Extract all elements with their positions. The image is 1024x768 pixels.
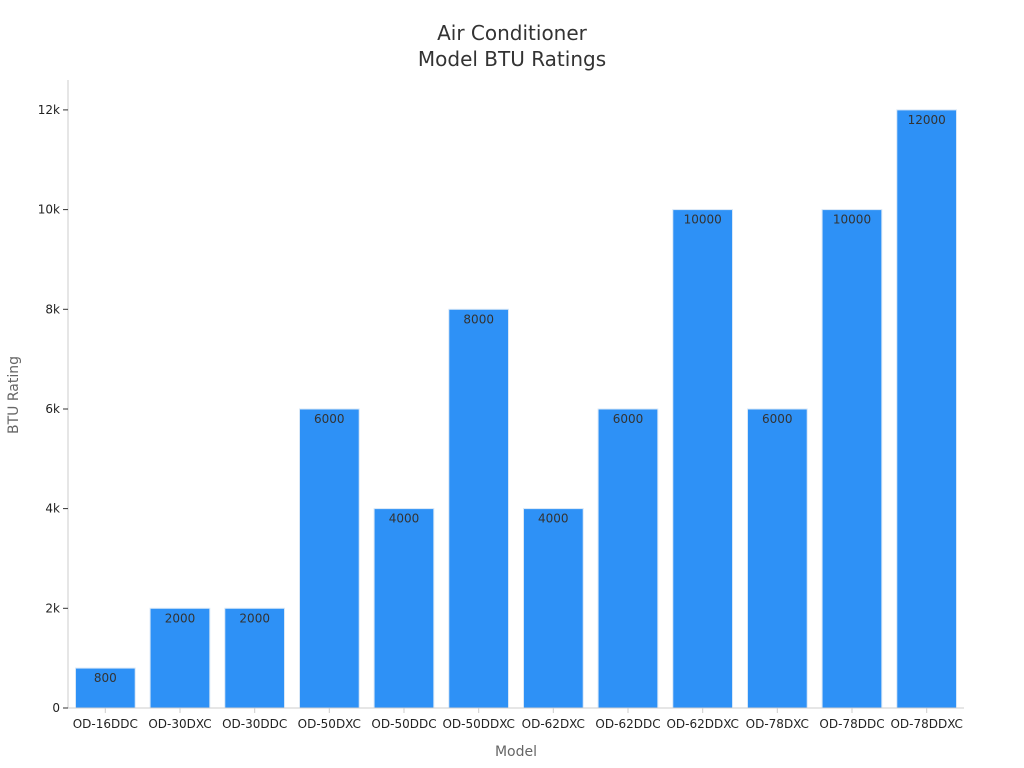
data-label: 6000	[613, 412, 644, 426]
y-tick-label: 2k	[45, 601, 60, 615]
chart-title-line-2: Model BTU Ratings	[418, 47, 606, 71]
bar-od-50dxc	[299, 408, 360, 709]
bars-group: 800 2000 2000 6000 4000 8000 4000 6000 10000 6000…	[75, 109, 957, 709]
bar-od-30ddc	[224, 607, 286, 709]
x-tick-label: OD-50DDXC	[442, 717, 515, 731]
x-tick-label: OD-62DDC	[595, 717, 660, 731]
chart-title-line-1: Air Conditioner	[437, 21, 588, 45]
y-axis: 0 2k 4k 6k 8k 10k 12k	[38, 80, 69, 715]
y-tick-label: 12k	[38, 103, 60, 117]
data-label: 4000	[538, 512, 569, 526]
y-tick-label: 6k	[45, 402, 60, 416]
data-label: 800	[94, 671, 117, 685]
data-label: 10000	[833, 213, 871, 227]
x-tick-label: OD-78DXC	[746, 717, 809, 731]
x-tick-label: OD-78DDC	[819, 717, 884, 731]
x-tick-label: OD-50DDC	[371, 717, 436, 731]
bar-od-78dxc	[747, 408, 808, 709]
x-tick-label: OD-78DDXC	[890, 717, 963, 731]
data-label: 12000	[908, 113, 946, 127]
x-tick-label: OD-30DXC	[148, 717, 211, 731]
y-tick-label: 0	[52, 701, 60, 715]
data-label: 6000	[314, 412, 345, 426]
bar-od-16ddc	[75, 667, 136, 709]
bar-od-50ddxc	[448, 308, 509, 709]
x-tick-label: OD-62DDXC	[666, 717, 739, 731]
data-label: 6000	[762, 412, 793, 426]
data-label: 8000	[463, 312, 494, 326]
data-label: 2000	[165, 611, 196, 625]
y-tick-label: 4k	[45, 502, 60, 516]
x-tick-label: OD-16DDC	[73, 717, 138, 731]
data-label: 2000	[239, 611, 270, 625]
bar-od-78ddc	[821, 209, 883, 709]
data-label: 10000	[684, 213, 722, 227]
x-tick-label: OD-50DXC	[298, 717, 361, 731]
x-tick-label: OD-62DXC	[522, 717, 585, 731]
bar-od-50ddc	[373, 508, 435, 709]
bar-od-62dxc	[523, 508, 584, 709]
x-tick-label: OD-30DDC	[222, 717, 287, 731]
y-axis-title: BTU Rating	[6, 356, 22, 434]
x-axis: OD-16DDC OD-30DXC OD-30DDC OD-50DXC OD-50DDC…	[68, 707, 964, 731]
y-tick-label: 8k	[45, 302, 60, 316]
data-label: 4000	[389, 512, 420, 526]
bar-od-30dxc	[149, 607, 211, 709]
y-tick-label: 10k	[38, 203, 60, 217]
bar-od-78ddxc	[896, 109, 957, 709]
bar-od-62ddc	[597, 408, 659, 709]
x-axis-title: Model	[495, 744, 537, 760]
bar-od-62ddxc	[672, 209, 733, 709]
